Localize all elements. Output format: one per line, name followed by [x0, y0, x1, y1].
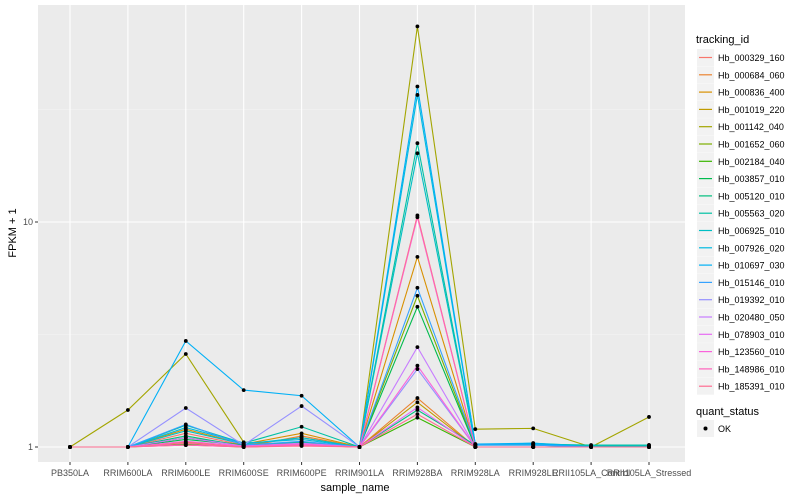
data-point [415, 412, 420, 417]
data-point [183, 428, 188, 433]
legend-label: Hb_000329_160 [718, 53, 785, 63]
data-point [183, 425, 188, 430]
data-point [415, 84, 420, 89]
data-point [241, 388, 246, 393]
data-point [68, 445, 72, 449]
x-tick-label: RRIM928BA [392, 468, 442, 478]
data-point [415, 254, 420, 259]
data-point [183, 422, 188, 427]
data-point [415, 141, 420, 146]
y-tick-label: 1 [28, 442, 33, 452]
x-tick-label: RRIM901LA [335, 468, 384, 478]
legend-label: Hb_006925_010 [718, 226, 785, 236]
x-tick-label: RRIM600LE [161, 468, 210, 478]
data-point [415, 396, 420, 400]
shape-legend-label: OK [718, 424, 731, 434]
shape-legend-point [703, 426, 708, 431]
x-tick-label: RRII105LA_Control [552, 468, 630, 478]
data-point [415, 215, 420, 220]
legend-label: Hb_019392_010 [718, 295, 785, 305]
data-point [647, 415, 651, 419]
data-point [183, 441, 188, 446]
legend-label: Hb_020480_050 [718, 313, 785, 323]
data-point [531, 426, 536, 431]
data-point [415, 415, 420, 420]
legend-label: Hb_123560_010 [718, 347, 785, 357]
data-point [415, 363, 420, 368]
data-point [299, 444, 304, 448]
legend-title: tracking_id [696, 34, 749, 46]
legend-label: Hb_000684_060 [718, 70, 785, 80]
data-point [647, 445, 651, 449]
legend-label: Hb_001142_040 [718, 122, 784, 132]
x-axis-label: sample_name [320, 482, 389, 494]
data-point [357, 445, 362, 449]
legend-label: Hb_148986_010 [718, 364, 785, 374]
x-tick-label: RRIM600LA [103, 468, 152, 478]
data-point [299, 393, 304, 398]
data-point [415, 304, 420, 309]
data-point [183, 339, 188, 343]
data-point [473, 427, 478, 432]
data-point [415, 293, 420, 298]
data-point [126, 408, 130, 412]
data-point [183, 352, 188, 356]
legend-label: Hb_007926_020 [718, 243, 785, 253]
data-point [415, 405, 420, 410]
legend-label: Hb_002184_040 [718, 157, 785, 167]
data-point [415, 345, 420, 349]
legend-label: Hb_005120_010 [718, 191, 785, 201]
data-point [415, 408, 420, 412]
data-point [183, 406, 188, 410]
data-point [415, 24, 420, 29]
legend-label: Hb_078903_010 [718, 330, 785, 340]
data-point [415, 151, 420, 156]
x-tick-label: RRIM928LE [509, 468, 558, 478]
data-point [473, 445, 478, 449]
data-point [589, 445, 593, 449]
y-tick-label: 10 [23, 217, 33, 227]
data-point [531, 445, 536, 449]
x-tick-label: RRII105LA_Stressed [607, 468, 692, 478]
legend-label: Hb_185391_010 [718, 382, 785, 392]
data-point [299, 424, 304, 429]
data-point [415, 285, 420, 290]
data-point [299, 431, 304, 436]
shape-legend-title: quant_status [696, 406, 759, 418]
x-tick-label: RRIM600PE [277, 468, 327, 478]
x-tick-label: RRIM600SE [219, 468, 269, 478]
plot-panel [38, 5, 685, 462]
data-point [299, 404, 304, 408]
data-point [415, 367, 420, 371]
x-tick-label: RRIM928LA [451, 468, 500, 478]
legend-label: Hb_003857_010 [718, 174, 785, 184]
legend-label: Hb_010697_030 [718, 261, 785, 271]
legend-label: Hb_001652_060 [718, 140, 785, 150]
data-point [126, 445, 130, 449]
y-axis-label: FPKM + 1 [7, 208, 19, 257]
legend-label: Hb_001019_220 [718, 105, 785, 115]
x-tick-label: PB350LA [51, 468, 89, 478]
legend-label: Hb_000836_400 [718, 88, 785, 98]
legend-label: Hb_005563_020 [718, 209, 785, 219]
data-point [415, 93, 420, 97]
data-point [183, 435, 188, 440]
legend-label: Hb_015146_010 [718, 278, 785, 288]
data-point [415, 400, 420, 405]
data-point [241, 445, 246, 449]
